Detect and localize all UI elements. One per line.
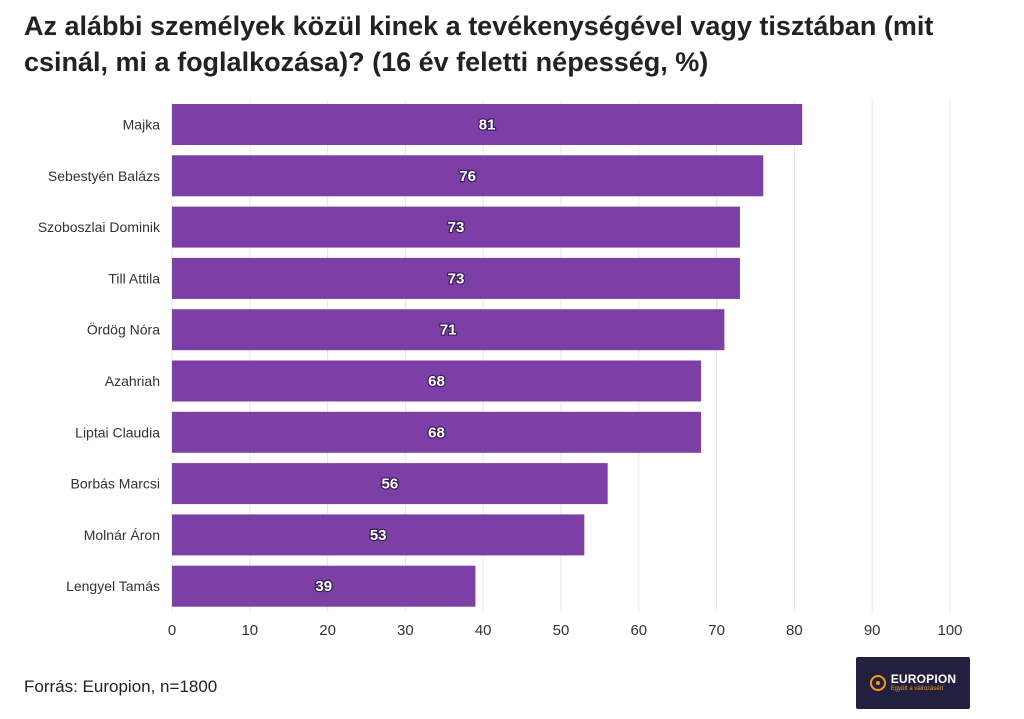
x-tick-label: 10 bbox=[241, 622, 258, 639]
bar bbox=[172, 309, 725, 351]
value-label: 68 bbox=[428, 424, 445, 441]
category-label: Szoboszlai Dominik bbox=[38, 219, 161, 235]
bars bbox=[172, 104, 803, 607]
source-note: Forrás: Europion, n=1800 bbox=[24, 677, 218, 696]
x-axis-ticks: 0 10 20 30 40 50 60 70 80 90 100 bbox=[168, 622, 963, 639]
category-label: Lengyel Tamás bbox=[66, 578, 160, 594]
x-tick-label: 60 bbox=[630, 622, 647, 639]
logo-tagline: Együtt a változásért bbox=[890, 686, 944, 692]
category-label: Ördög Nóra bbox=[87, 321, 160, 338]
x-tick-label: 30 bbox=[397, 622, 414, 639]
x-tick-label: 20 bbox=[319, 622, 336, 639]
value-label: 68 bbox=[428, 373, 445, 390]
europion-logo: EUROPION Együtt a változásért bbox=[856, 657, 970, 709]
category-label: Azahriah bbox=[105, 373, 160, 389]
value-label: 73 bbox=[448, 219, 465, 236]
logo-name: EUROPION bbox=[890, 672, 957, 686]
bar bbox=[172, 565, 476, 607]
value-label: 73 bbox=[448, 270, 465, 287]
x-tick-label: 70 bbox=[708, 622, 725, 639]
category-label: Borbás Marcsi bbox=[71, 476, 160, 492]
category-label: Molnár Áron bbox=[84, 527, 160, 543]
value-label: 71 bbox=[440, 322, 457, 339]
value-label: 39 bbox=[315, 578, 332, 595]
value-label: 76 bbox=[459, 168, 476, 185]
category-label: Till Attila bbox=[108, 270, 160, 286]
bar bbox=[172, 206, 740, 248]
bar bbox=[172, 104, 803, 145]
bar bbox=[172, 360, 702, 402]
bar bbox=[172, 463, 608, 505]
value-label: 56 bbox=[381, 476, 398, 493]
x-tick-label: 40 bbox=[475, 622, 492, 639]
x-tick-label: 100 bbox=[937, 622, 962, 639]
x-tick-label: 50 bbox=[553, 622, 570, 639]
chart-title: Az alábbi személyek közül kinek a tevéke… bbox=[24, 11, 934, 77]
bar bbox=[172, 257, 740, 299]
x-tick-label: 90 bbox=[864, 622, 881, 639]
category-label: Liptai Claudia bbox=[75, 424, 160, 440]
value-label: 53 bbox=[370, 527, 387, 544]
europion-logo-icon bbox=[869, 675, 886, 691]
bar bbox=[172, 155, 764, 197]
x-tick-label: 0 bbox=[168, 622, 176, 639]
x-tick-label: 80 bbox=[786, 622, 803, 639]
value-label: 81 bbox=[479, 117, 496, 134]
category-labels: Majka Sebestyén Balázs Szoboszlai Dominik T… bbox=[38, 117, 161, 595]
bar bbox=[172, 514, 585, 556]
value-labels: 81 76 73 73 71 68 68 56 53 39 bbox=[314, 115, 497, 596]
category-label: Sebestyén Balázs bbox=[48, 168, 160, 184]
bar bbox=[172, 411, 702, 453]
category-label: Majka bbox=[123, 117, 161, 133]
